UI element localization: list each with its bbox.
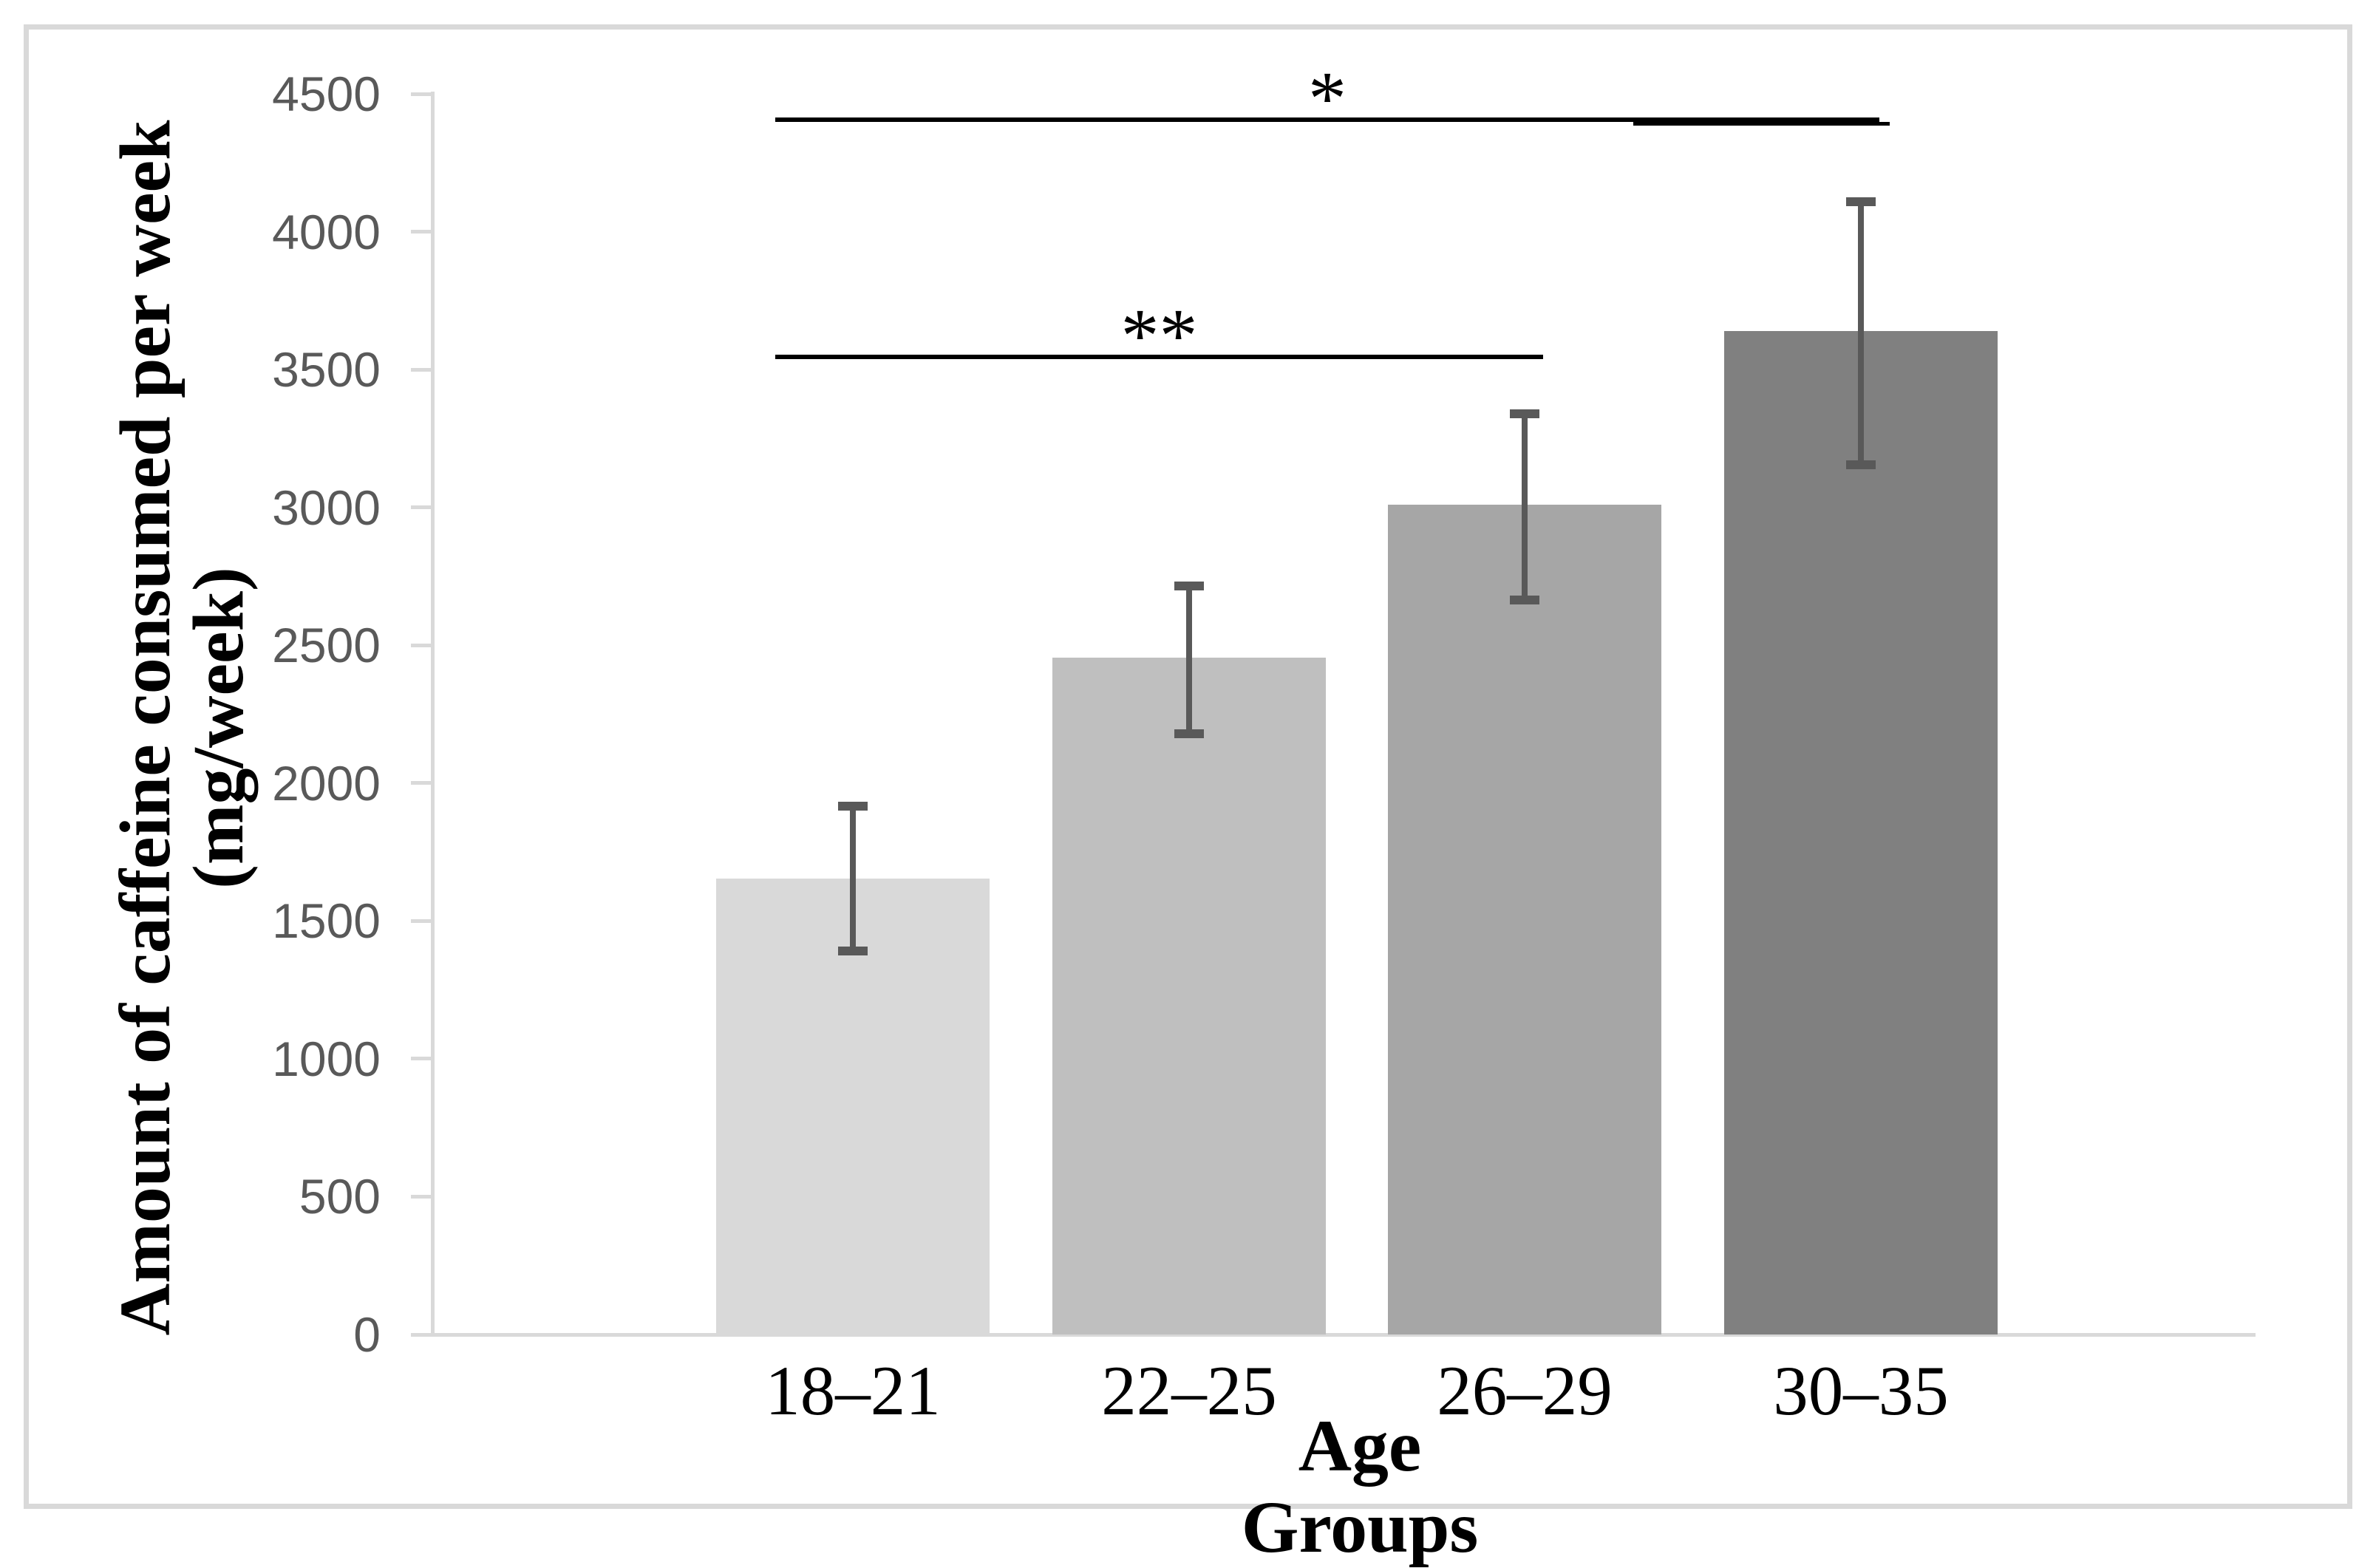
y-axis-title: Amount of caffeine consumed per week (mg… (106, 120, 259, 1336)
significance-line-* (775, 117, 1879, 123)
error-bar-cap-bottom (1510, 595, 1539, 604)
y-axis-title-line1: Amount of caffeine consumed per week (106, 120, 185, 1336)
y-tick-mark (411, 643, 431, 647)
plot-area: 0 500 1000 1500 2000 2500 3000 3500 4000 4500 18–2… (272, 56, 2256, 1430)
y-tick-mark (411, 367, 431, 372)
y-tick-label: 2500 (272, 618, 381, 673)
error-bar-cap-top (838, 802, 868, 811)
bar-26–29 (1388, 504, 1661, 1334)
error-bar-cap-bottom (1846, 460, 1876, 469)
y-tick-mark (411, 918, 431, 923)
y-axis-title-line2: (mg/week) (179, 567, 259, 889)
y-tick-mark (411, 92, 431, 96)
y-tick-mark (411, 1057, 431, 1061)
error-bar-cap-bottom (1174, 729, 1204, 738)
y-tick-mark (411, 505, 431, 510)
y-tick-label: 2000 (272, 755, 381, 811)
category-label-26–29: 26–29 (1437, 1351, 1613, 1430)
y-tick-mark (411, 781, 431, 785)
significance-line-** (775, 355, 1543, 360)
y-tick-label: 3500 (272, 342, 381, 398)
y-tick-label: 4000 (272, 204, 381, 259)
y-tick-label: 1500 (272, 893, 381, 949)
y-tick-mark (411, 230, 431, 234)
significance-star-**: ** (1120, 293, 1198, 379)
bar-22–25 (1052, 658, 1326, 1334)
y-tick-label: 1000 (272, 1031, 381, 1086)
x-axis-title: Age Groups (1241, 1405, 1479, 1568)
significance-line-segment2 (1633, 122, 1890, 126)
category-label-18–21: 18–21 (765, 1351, 941, 1430)
x-axis-line (411, 1333, 2256, 1337)
significance-star-*: * (1308, 56, 1347, 142)
y-tick-label: 3000 (272, 480, 381, 535)
error-bar-cap-top (1174, 582, 1204, 590)
y-axis-line (431, 92, 435, 1334)
y-tick-label: 500 (299, 1169, 381, 1224)
error-bar-cap-top (1846, 197, 1876, 206)
category-label-30–35: 30–35 (1773, 1351, 1949, 1430)
y-tick-label: 4500 (272, 67, 381, 121)
figure: 0 500 1000 1500 2000 2500 3000 3500 4000 4500 18–2… (24, 24, 2352, 1568)
error-bar-line (1186, 586, 1192, 734)
error-bar-cap-top (1510, 409, 1539, 418)
y-tick-label: 0 (353, 1307, 381, 1362)
error-bar-line (1858, 201, 1864, 465)
category-label-22–25: 22–25 (1101, 1351, 1277, 1430)
bar-30–35 (1724, 330, 1998, 1334)
error-bar-line (850, 806, 856, 952)
y-tick-mark (411, 1194, 431, 1199)
error-bar-line (1522, 413, 1528, 600)
error-bar-cap-bottom (838, 947, 868, 956)
